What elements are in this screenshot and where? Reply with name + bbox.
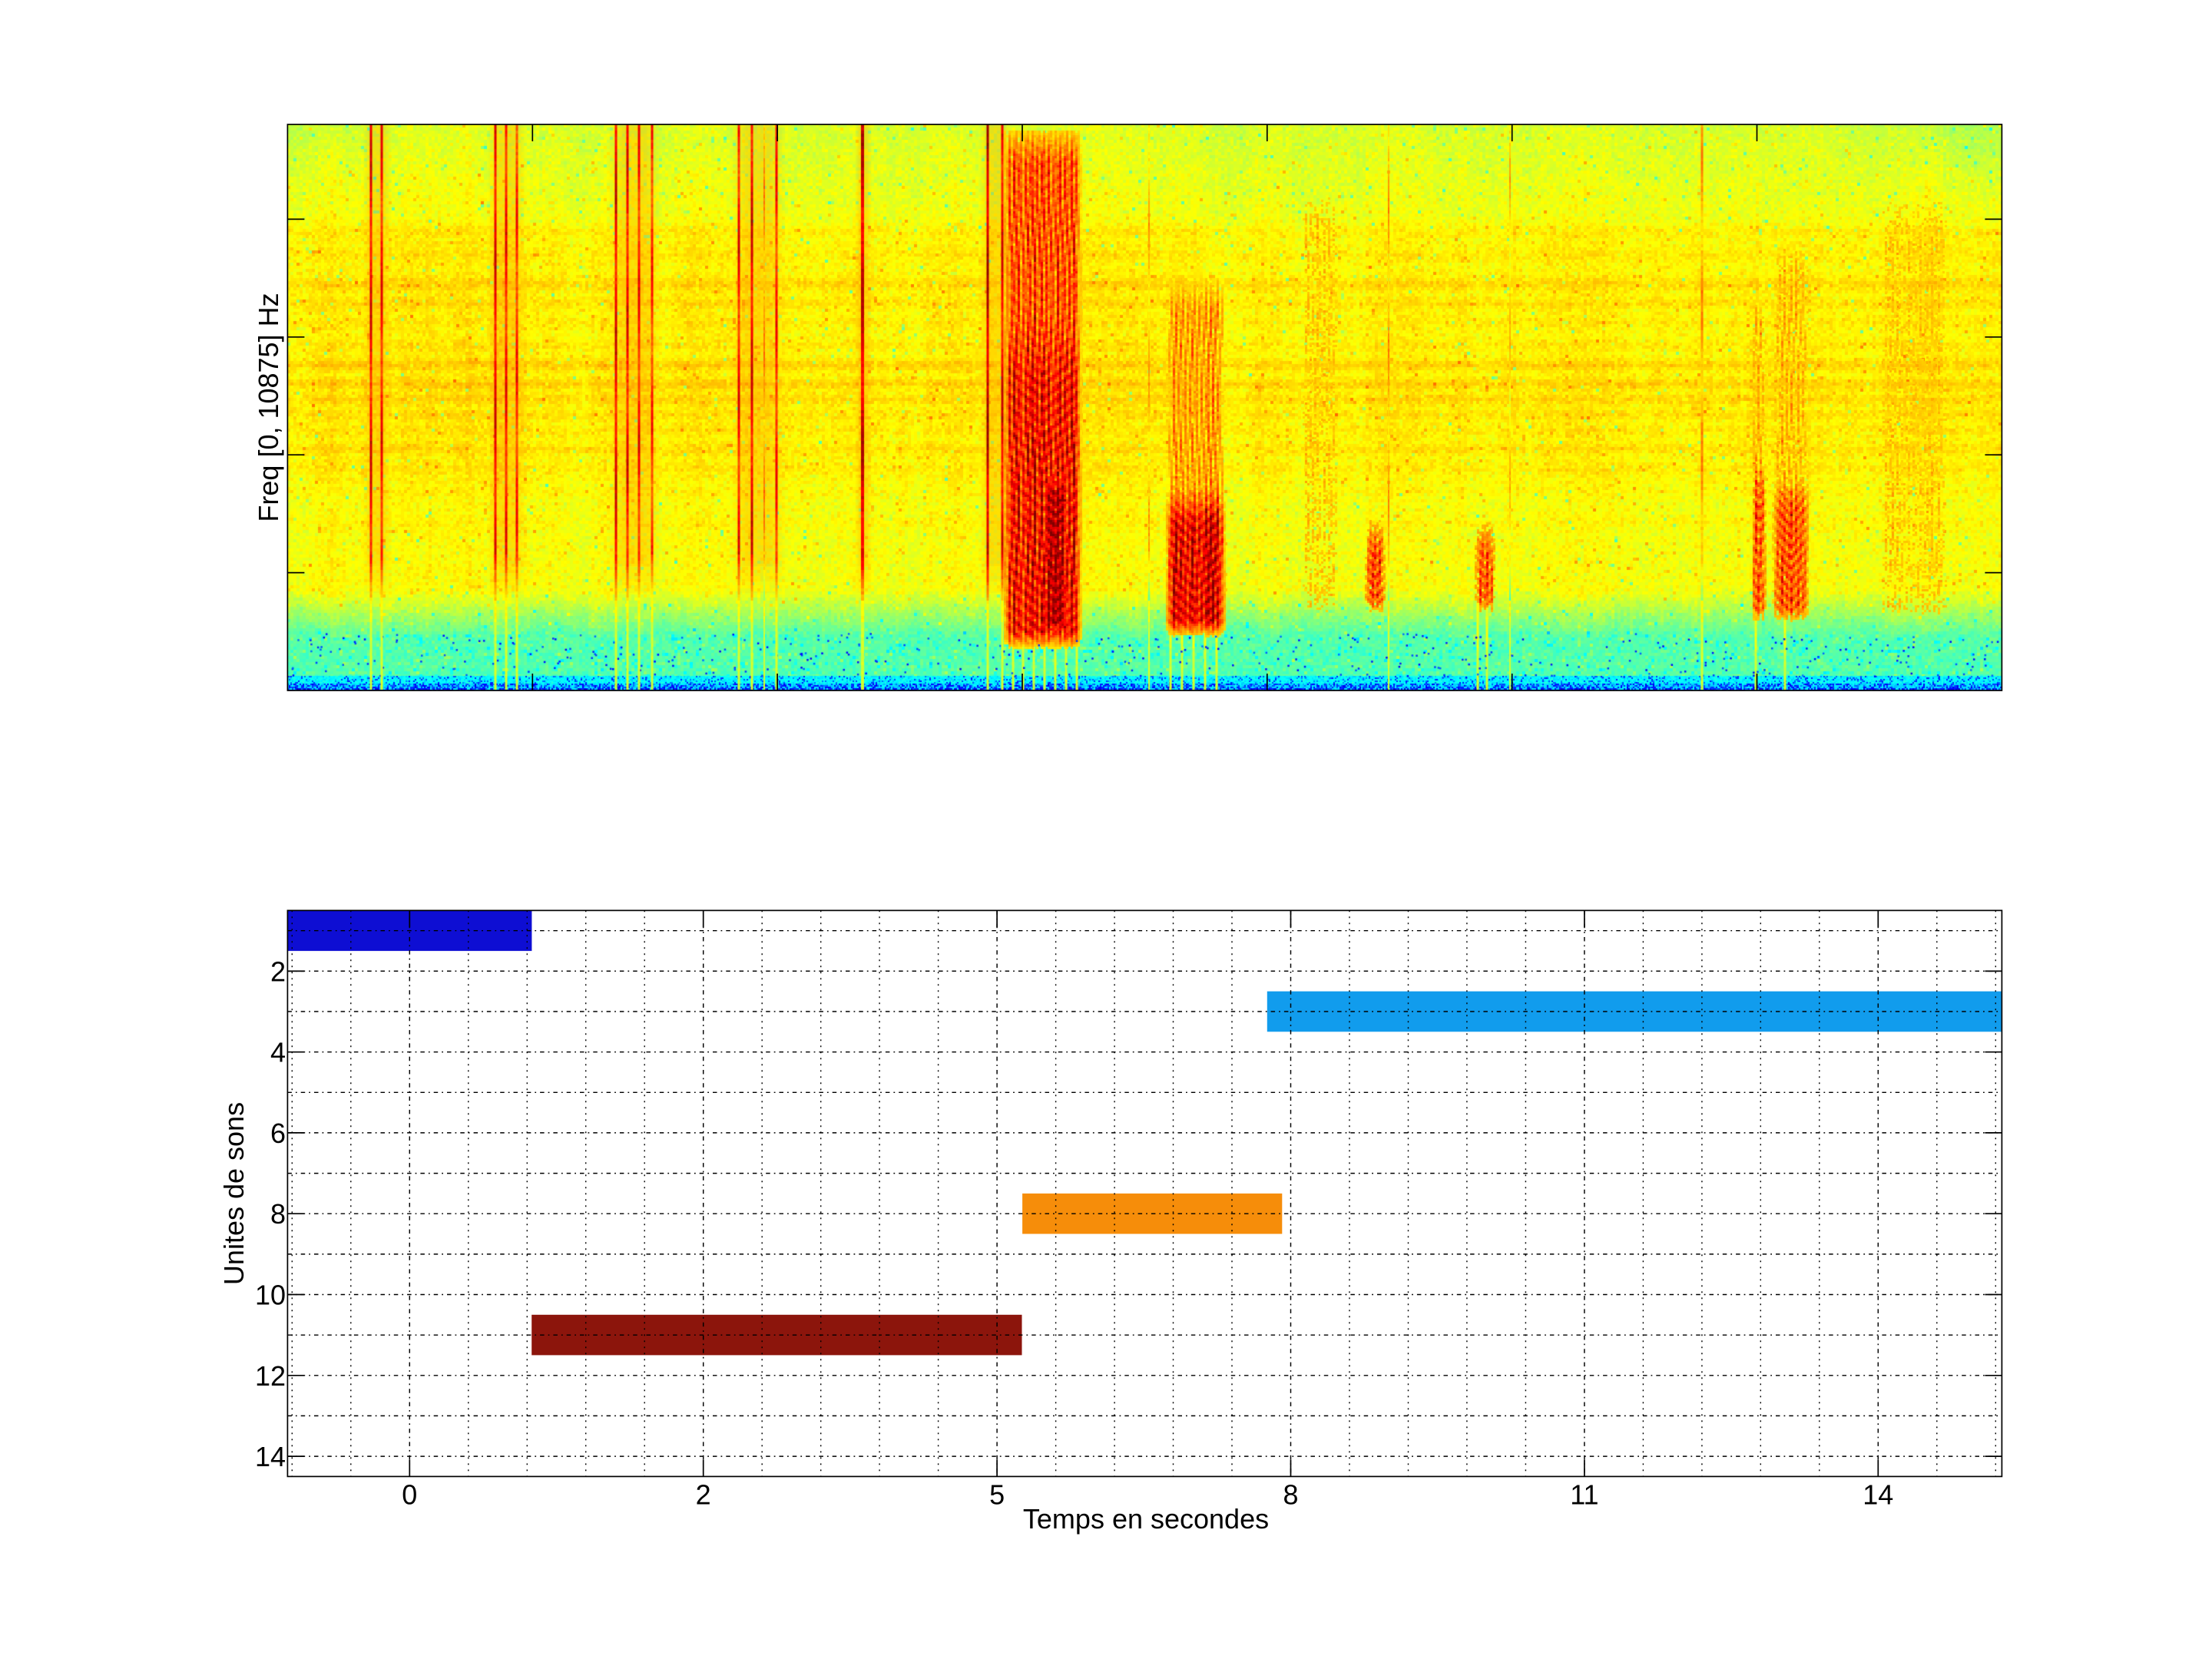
svg-text:2: 2 (270, 955, 286, 987)
svg-text:6: 6 (270, 1118, 286, 1149)
svg-text:Temps en secondes: Temps en secondes (1023, 1503, 1269, 1535)
svg-text:2: 2 (696, 1479, 711, 1511)
svg-text:11: 11 (1570, 1479, 1598, 1511)
svg-text:10: 10 (255, 1280, 286, 1311)
svg-text:5: 5 (989, 1479, 1005, 1511)
svg-text:Unites de sons: Unites de sons (218, 1102, 250, 1285)
svg-text:14: 14 (255, 1441, 286, 1472)
svg-text:14: 14 (1863, 1479, 1893, 1511)
svg-text:12: 12 (255, 1360, 286, 1392)
svg-text:8: 8 (1283, 1479, 1298, 1511)
svg-text:8: 8 (270, 1198, 286, 1230)
svg-text:Freq [0, 10875] Hz: Freq [0, 10875] Hz (253, 293, 284, 522)
svg-text:4: 4 (270, 1037, 286, 1068)
svg-text:0: 0 (402, 1479, 417, 1511)
